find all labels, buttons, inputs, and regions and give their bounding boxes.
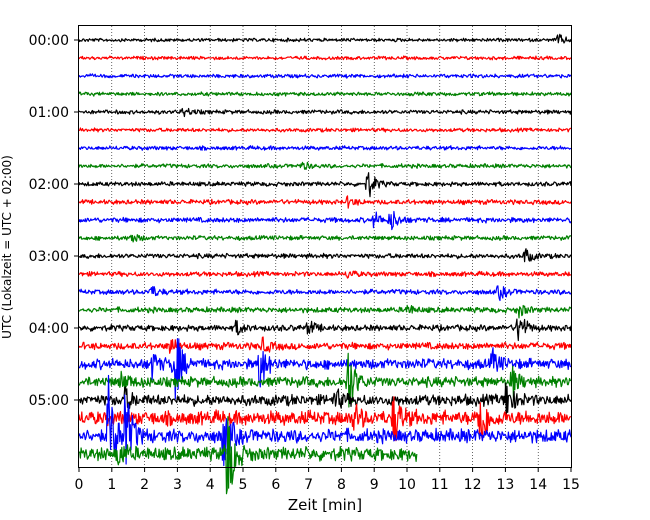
trace-0515 xyxy=(78,396,572,442)
trace-0315 xyxy=(78,270,572,279)
trace-0130 xyxy=(78,145,572,151)
trace-0230 xyxy=(78,210,572,231)
y-tick-label-3: 03:00 xyxy=(29,249,69,265)
trace-0000 xyxy=(78,33,572,44)
x-tick-label-3: 3 xyxy=(173,477,182,493)
x-tick-label-1: 1 xyxy=(107,477,116,493)
trace-0015 xyxy=(78,55,572,61)
trace-0545 xyxy=(78,416,418,495)
y-tick-label-5: 05:00 xyxy=(29,393,69,409)
plot-frame xyxy=(78,25,572,468)
trace-0215 xyxy=(78,195,572,209)
x-tick-label-7: 7 xyxy=(304,477,313,493)
trace-0145 xyxy=(78,161,572,170)
x-tick-label-12: 12 xyxy=(464,477,482,493)
trace-0415 xyxy=(78,336,572,354)
x-axis-ticks: 0 1 2 3 4 5 6 7 8 9 10 11 12 13 14 15 xyxy=(75,467,580,493)
y-tick-label-0: 00:00 xyxy=(29,33,69,49)
y-axis-ticks: 00:00 01:00 02:00 03:00 04:00 05:00 xyxy=(29,33,79,409)
x-tick-label-5: 5 xyxy=(239,477,248,493)
trace-0345 xyxy=(78,304,572,319)
y-tick-label-1: 01:00 xyxy=(29,105,69,121)
x-tick-label-15: 15 xyxy=(562,477,580,493)
trace-0530 xyxy=(78,374,572,467)
trace-0115 xyxy=(78,127,572,133)
x-axis-label: Zeit [min] xyxy=(288,496,362,514)
y-tick-label-2: 02:00 xyxy=(29,177,69,193)
trace-0445 xyxy=(78,352,572,408)
trace-0430 xyxy=(78,338,572,400)
y-axis-label: UTC (Lokalzeit = UTC + 02:00) xyxy=(0,155,14,339)
trace-0030 xyxy=(78,73,572,79)
x-tick-label-4: 4 xyxy=(206,477,215,493)
trace-0100 xyxy=(78,107,572,118)
trace-0045 xyxy=(78,91,572,97)
x-tick-label-6: 6 xyxy=(271,477,280,493)
x-tick-label-2: 2 xyxy=(140,477,149,493)
x-tick-label-0: 0 xyxy=(75,477,84,493)
trace-0245 xyxy=(78,234,572,243)
x-tick-label-14: 14 xyxy=(529,477,547,493)
trace-0500 xyxy=(78,382,572,420)
trace-0300 xyxy=(78,248,572,263)
trace-0200 xyxy=(78,172,572,198)
x-tick-label-8: 8 xyxy=(337,477,346,493)
x-tick-label-13: 13 xyxy=(496,477,514,493)
trace-0400 xyxy=(78,318,572,342)
x-tick-label-10: 10 xyxy=(398,477,416,493)
x-tick-label-11: 11 xyxy=(431,477,449,493)
trace-0330 xyxy=(78,285,572,302)
x-tick-label-9: 9 xyxy=(370,477,379,493)
y-tick-label-4: 04:00 xyxy=(29,321,69,337)
trace-group xyxy=(78,33,572,495)
